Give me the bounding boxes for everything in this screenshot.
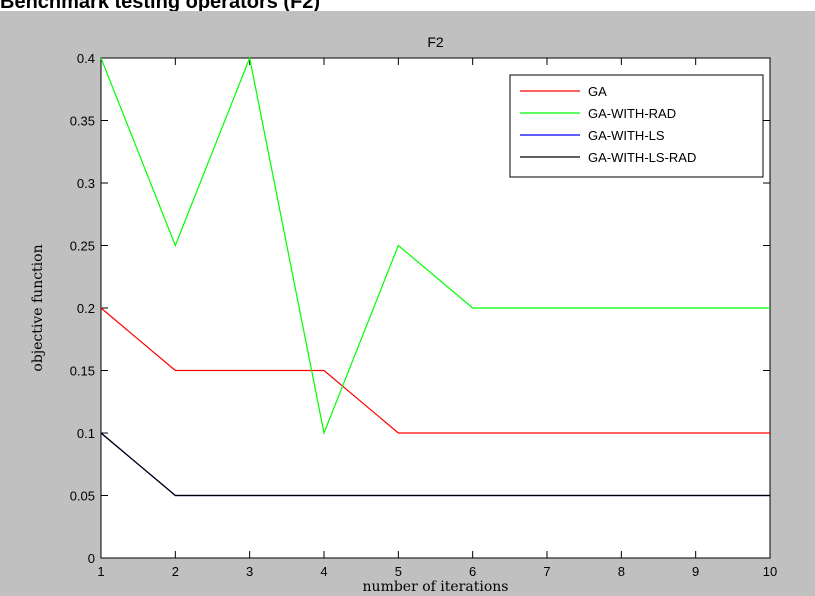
line-chart: F2 1 2 3 4 5 6 7 8 9 10 0 0.05 0.1 0.15 0.2 0.25 0.3 0.35… (30, 34, 778, 595)
y-tick-label: 0.1 (77, 426, 95, 441)
axes: 1 2 3 4 5 6 7 8 9 10 0 0.05 0.1 0.15 0.2 0.25 0.3 0.35 0.4 (70, 51, 778, 579)
y-tick-label: 0.05 (70, 489, 95, 504)
legend-label-2: GA-WITH-LS (588, 128, 665, 143)
x-tick-label: 8 (618, 564, 625, 579)
x-axis-title: number of iterations (363, 579, 509, 595)
y-tick-label: 0.25 (70, 239, 95, 254)
x-tick-label: 6 (469, 564, 476, 579)
y-tick-label: 0.3 (77, 176, 95, 191)
legend: GA GA-WITH-RAD GA-WITH-LS GA-WITH-LS-RAD (509, 74, 764, 178)
series-lines (100, 55, 770, 497)
series-line-1 (100, 55, 770, 436)
x-tick-label: 3 (246, 564, 253, 579)
series-line-3 (100, 432, 770, 497)
x-tick-label: 1 (97, 564, 104, 579)
x-tick-label: 10 (763, 564, 777, 579)
y-tick-label: 0.35 (70, 114, 95, 129)
y-axis-title: objective function (30, 244, 46, 371)
y-tick-label: 0.4 (77, 51, 95, 66)
x-tick-label: 2 (172, 564, 179, 579)
series-line-0 (100, 307, 770, 434)
y-tick-label: 0.15 (70, 364, 95, 379)
legend-box (509, 74, 764, 178)
x-tick-label: 7 (543, 564, 550, 579)
x-tick-label: 5 (395, 564, 402, 579)
y-tick-label: 0.2 (77, 301, 95, 316)
figure-caption: Benchmark testing operators (F2) (0, 0, 321, 13)
figure-window: F2 1 2 3 4 5 6 7 8 9 10 0 0.05 0.1 0.15 0.2 0.25 0.3 0.35… (0, 11, 815, 596)
legend-label-0: GA (588, 84, 607, 99)
x-tick-label: 4 (320, 564, 327, 579)
legend-label-3: GA-WITH-LS-RAD (588, 150, 696, 165)
y-tick-label: 0 (88, 551, 95, 566)
chart-title: F2 (427, 34, 444, 50)
legend-label-1: GA-WITH-RAD (588, 106, 676, 121)
x-tick-label: 9 (692, 564, 699, 579)
